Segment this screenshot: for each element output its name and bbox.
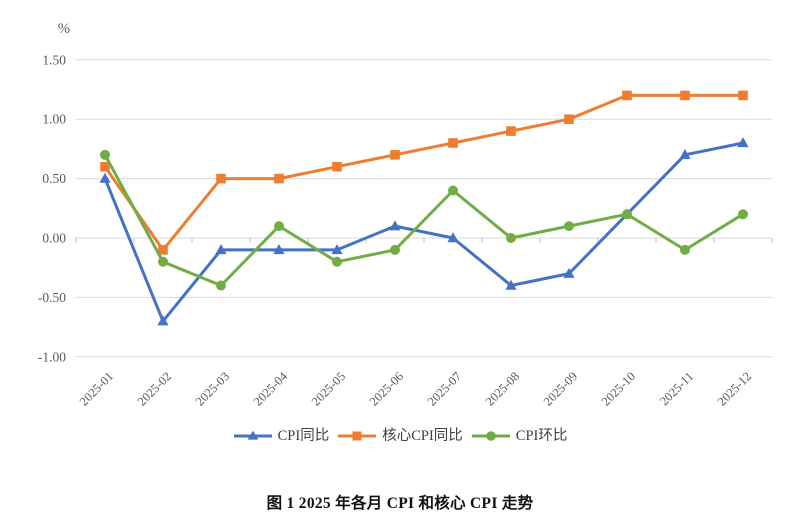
legend-item-core-cpi-yoy: 核心CPI同比 [337, 429, 463, 444]
legend-label-core-cpi-yoy: 核心CPI同比 [382, 428, 463, 444]
y-tick-label: 1.00 [42, 112, 66, 127]
x-tick-label: 2025-10 [599, 369, 638, 408]
series-核心CPI同比 [100, 90, 748, 255]
y-axis-unit: % [58, 21, 70, 37]
x-tick-label: 2025-01 [77, 369, 116, 408]
cpi-line-chart: 1.501.000.500.00-0.50-1.00%2025-01 2025-0… [38, 21, 773, 409]
legend-item-cpi-yoy: CPI同比 [233, 428, 330, 444]
x-tick-label: 2025-06 [367, 369, 406, 408]
x-tick-label: 2025-08 [483, 369, 522, 408]
chart-legend: CPI同比 核心CPI同比 CPI环比 [0, 429, 800, 444]
y-tick-label: 1.50 [42, 52, 66, 67]
x-tick-label: 2025-11 [657, 369, 696, 408]
y-tick-label: 0.00 [42, 231, 66, 246]
core-cpi-yoy-square-marker-icon [338, 431, 377, 441]
x-tick-label: 2025-04 [251, 369, 291, 409]
y-tick-label: -1.00 [38, 349, 66, 364]
legend-label-cpi-yoy: CPI同比 [277, 428, 330, 444]
y-axis-labels: 1.50 1.00 0.50 0.00 -0.50 -1.00 [38, 52, 66, 364]
x-tick-label: 2025-12 [715, 369, 754, 408]
x-tick-label: 2025-07 [425, 369, 464, 408]
y-tick-label: 0.50 [42, 171, 66, 186]
chart-caption: 图 1 2025 年各月 CPI 和核心 CPI 走势 [266, 495, 534, 512]
y-tick-label: -0.50 [38, 290, 66, 305]
cpi-yoy-triangle-marker-icon [233, 430, 272, 440]
series-CPI环比 [100, 149, 748, 291]
x-tick-label: 2025-02 [135, 369, 174, 408]
x-tick-label: 2025-05 [309, 369, 348, 408]
legend-label-cpi-mom: CPI环比 [515, 428, 568, 444]
series-CPI同比 [99, 137, 749, 326]
x-tick-label: 2025-03 [193, 369, 232, 408]
legend-item-cpi-mom: CPI环比 [471, 428, 568, 444]
x-tick-label: 2025-09 [541, 369, 580, 408]
cpi-mom-circle-marker-icon [471, 431, 510, 442]
gridlines [75, 59, 772, 358]
x-axis-labels: 2025-01 2025-02 2025-03 2025-04 2025-05 2025-… [77, 369, 754, 409]
